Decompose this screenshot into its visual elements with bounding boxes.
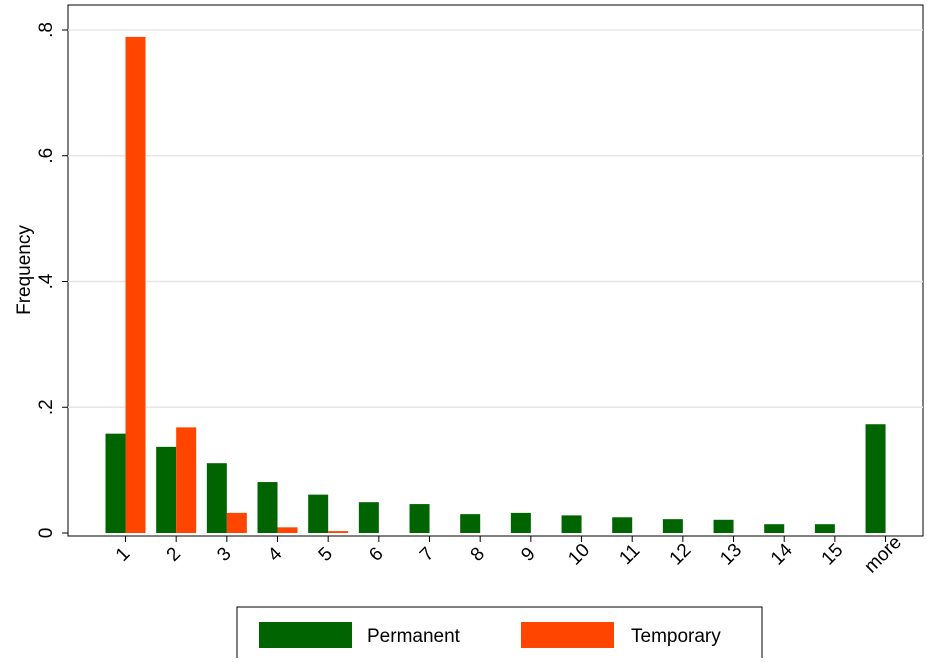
bar-permanent-5 (308, 494, 329, 533)
plot-frame (67, 4, 924, 537)
bars (105, 36, 886, 533)
bar-permanent-13 (713, 519, 734, 533)
bar-permanent-8 (460, 514, 481, 533)
bar-permanent-14 (764, 524, 785, 533)
bar-permanent-7 (409, 504, 430, 533)
x-tick-label: 1 (112, 543, 134, 565)
bar-permanent-10 (561, 515, 582, 533)
x-tick-label: 10 (564, 540, 594, 570)
x-tick-label: 5 (315, 543, 337, 565)
bar-permanent-more (865, 424, 886, 533)
x-tick-label: 4 (264, 543, 287, 566)
legend-swatch-permanent (259, 622, 352, 648)
bar-temporary-3 (226, 512, 247, 533)
bar-permanent-9 (510, 512, 531, 533)
x-tick-label: 7 (416, 543, 438, 565)
bar-permanent-1 (105, 433, 126, 533)
y-tick-label: .8 (36, 22, 57, 38)
bar-permanent-4 (257, 482, 278, 533)
legend-label-temporary: Temporary (631, 626, 721, 647)
bar-permanent-6 (358, 502, 379, 533)
legend: Permanent Temporary (236, 606, 763, 660)
bar-temporary-1 (125, 36, 146, 533)
y-tick-label: 0 (36, 528, 57, 539)
y-tick-label: .2 (36, 399, 57, 415)
x-tick-label: 9 (517, 543, 539, 565)
x-tick-label: 2 (163, 543, 185, 565)
x-tick-label: 11 (615, 540, 644, 569)
bar-temporary-2 (176, 427, 197, 533)
x-tick-label: 8 (467, 543, 489, 565)
x-tick-label: more (860, 532, 905, 577)
x-tick-label: 14 (767, 539, 797, 569)
y-axis-label: Frequency (14, 225, 35, 315)
x-tick-label: 13 (716, 540, 746, 570)
x-axis: 1 2 3 4 5 6 7 8 9 10 11 12 13 14 15 more (68, 532, 923, 577)
bar-permanent-15 (814, 524, 835, 533)
x-tick-label: 15 (818, 540, 848, 570)
y-axis: 0 .2 .4 .6 .8 (36, 22, 68, 538)
bar-temporary-5 (328, 531, 349, 533)
x-tick-label: 6 (365, 543, 387, 565)
bar-permanent-3 (206, 463, 227, 533)
bar-temporary-4 (277, 527, 298, 533)
bar-permanent-11 (612, 517, 633, 533)
legend-label-permanent: Permanent (367, 626, 461, 647)
x-tick-label: 3 (213, 543, 235, 565)
x-tick-label: 12 (666, 540, 696, 570)
legend-swatch-temporary (521, 622, 614, 648)
gridlines (68, 29, 923, 408)
y-tick-label: .6 (36, 148, 57, 164)
bar-permanent-2 (156, 446, 177, 533)
y-tick-label: .4 (36, 273, 57, 289)
bar-permanent-12 (662, 519, 683, 533)
